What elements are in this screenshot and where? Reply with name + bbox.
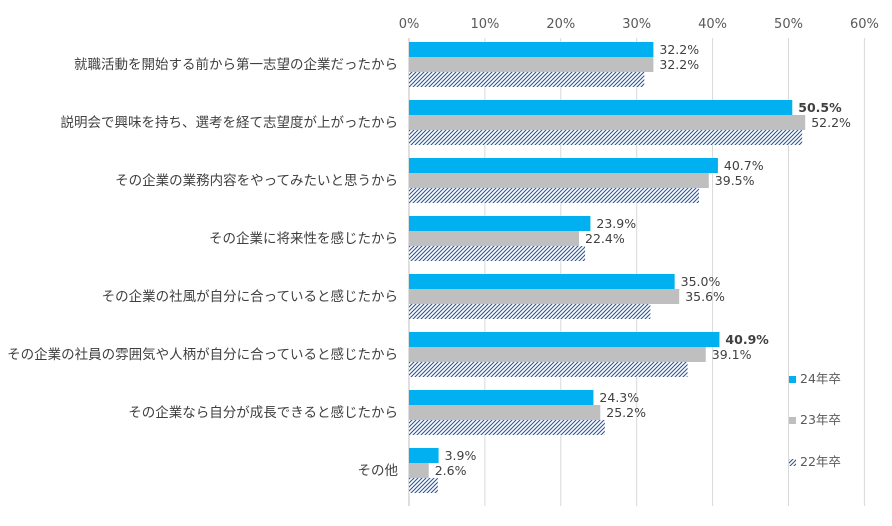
data-label: 2.6%: [435, 463, 467, 478]
bar-22年卒-2: [409, 130, 803, 145]
bar-24年卒-8: [409, 448, 439, 463]
x-tick-label: 10%: [470, 17, 499, 32]
bar-22年卒-8: [409, 478, 438, 493]
data-label: 32.2%: [659, 42, 699, 57]
category-label-text: その企業の業務内容をやってみたいと思うから: [115, 172, 398, 189]
data-label: 39.1%: [712, 347, 752, 362]
bar-24年卒-5: [409, 274, 675, 289]
legend-swatch-23年卒: [789, 417, 796, 424]
data-label: 24.3%: [599, 390, 639, 405]
bar-22年卒-4: [409, 246, 586, 261]
x-tick-label: 30%: [622, 17, 651, 32]
bar-24年卒-3: [409, 158, 718, 173]
bar-22年卒-3: [409, 188, 699, 203]
category-label: その他: [0, 448, 399, 493]
bar-24年卒-2: [409, 100, 793, 115]
bar-22年卒-7: [409, 420, 605, 435]
category-label: その企業の社風が自分に合っていると感じたから: [0, 274, 398, 319]
data-label: 25.2%: [606, 405, 646, 420]
category-label-text: その企業に将来性を感じたから: [209, 230, 398, 247]
category-label-text: その企業の社員の雰囲気や人柄が自分に合っていると感じたから: [7, 346, 398, 363]
category-label-text: 説明会で興味を持ち、選考を経て志望度が上がったから: [60, 114, 399, 131]
data-label: 3.9%: [445, 448, 477, 463]
bar-23年卒-6: [409, 347, 706, 362]
x-tick-label: 50%: [774, 17, 803, 32]
category-label: その企業の社員の雰囲気や人柄が自分に合っていると感じたから: [0, 332, 398, 377]
category-label: その企業の業務内容をやってみたいと思うから: [0, 158, 398, 203]
data-label: 23.9%: [596, 216, 636, 231]
data-label: 22.4%: [585, 231, 625, 246]
bar-23年卒-1: [409, 57, 654, 72]
bar-23年卒-7: [409, 405, 601, 420]
data-label: 40.7%: [724, 158, 764, 173]
category-label: その企業に将来性を感じたから: [0, 216, 398, 261]
data-label: 35.0%: [681, 274, 721, 289]
legend-label: 23年卒: [800, 412, 841, 427]
bar-22年卒-1: [409, 72, 645, 87]
bar-24年卒-6: [409, 332, 720, 347]
category-label: 説明会で興味を持ち、選考を経て志望度が上がったから: [0, 100, 399, 145]
x-tick-label: 60%: [850, 17, 879, 32]
bar-22年卒-6: [409, 362, 688, 377]
category-label: 就職活動を開始する前から第一志望の企業だったから: [0, 42, 398, 87]
data-label: 40.9%: [725, 332, 769, 347]
legend-swatch-22年卒: [789, 459, 796, 466]
category-label-text: その企業なら自分が成長できると感じたから: [128, 404, 398, 421]
bar-23年卒-3: [409, 173, 709, 188]
bar-23年卒-8: [409, 463, 429, 478]
category-label-text: その他: [357, 462, 399, 479]
bar-24年卒-1: [409, 42, 654, 57]
category-label-text: 就職活動を開始する前から第一志望の企業だったから: [74, 56, 398, 73]
data-label: 50.5%: [798, 100, 842, 115]
data-label: 52.2%: [811, 115, 851, 130]
x-tick-label: 20%: [546, 17, 575, 32]
data-label: 32.2%: [659, 57, 699, 72]
data-label: 39.5%: [715, 173, 755, 188]
bar-24年卒-4: [409, 216, 591, 231]
bar-23年卒-5: [409, 289, 680, 304]
bar-23年卒-2: [409, 115, 806, 130]
category-label: その企業なら自分が成長できると感じたから: [0, 390, 398, 435]
bar-24年卒-7: [409, 390, 594, 405]
x-tick-label: 40%: [698, 17, 727, 32]
bar-22年卒-5: [409, 304, 651, 319]
data-label: 35.6%: [685, 289, 725, 304]
bar-23年卒-4: [409, 231, 580, 246]
x-tick-label: 0%: [399, 17, 420, 32]
legend-label: 24年卒: [800, 371, 841, 386]
legend-label: 22年卒: [800, 454, 841, 469]
legend-swatch-24年卒: [789, 376, 796, 383]
category-label-text: その企業の社風が自分に合っていると感じたから: [101, 288, 398, 305]
